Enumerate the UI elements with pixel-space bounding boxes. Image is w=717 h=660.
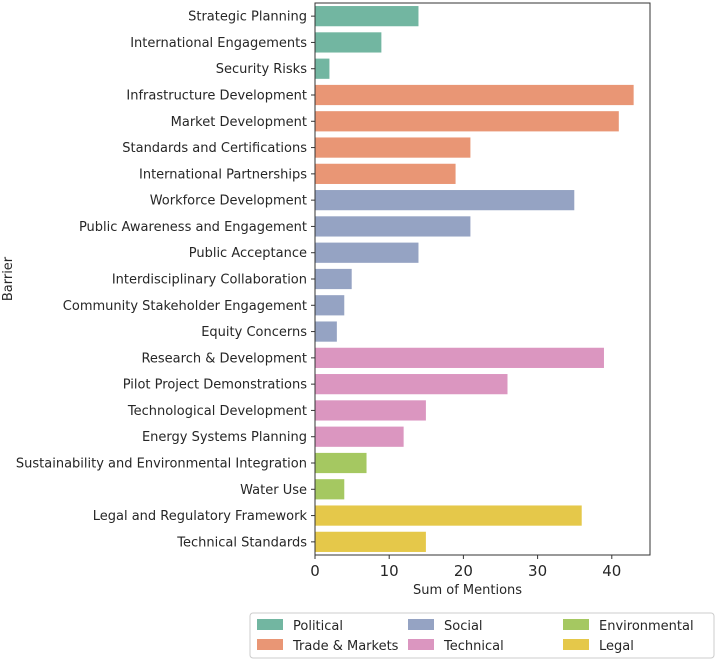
legend-swatch: [408, 639, 434, 650]
y-tick-label: International Engagements: [130, 36, 307, 51]
bar: [314, 452, 368, 474]
bar: [314, 84, 635, 106]
x-tick-label: 40: [602, 562, 621, 580]
y-tick-label: Infrastructure Development: [126, 89, 307, 104]
y-tick-label: Standards and Certifications: [122, 141, 307, 156]
y-tick-label: Strategic Planning: [188, 10, 307, 25]
x-axis-label: Sum of Mentions: [413, 583, 522, 598]
bar: [314, 478, 346, 501]
legend-label: Trade & Markets: [292, 639, 399, 654]
bar: [314, 346, 605, 369]
bar: [314, 241, 420, 264]
legend-label: Legal: [599, 639, 634, 654]
y-tick-label: Security Risks: [216, 62, 307, 77]
legend-label: Technical: [443, 639, 504, 654]
y-tick-label: Public Awareness and Engagement: [79, 220, 307, 235]
bar: [314, 189, 576, 212]
bar: [314, 136, 472, 159]
bar: [314, 399, 427, 422]
legend-swatch: [408, 619, 434, 630]
legend-swatch: [257, 639, 283, 650]
y-tick-label: Sustainability and Environmental Integra…: [16, 457, 307, 472]
x-tick-label: 20: [454, 562, 473, 580]
y-tick-label: Market Development: [171, 115, 307, 130]
y-tick-label: Interdisciplinary Collaboration: [112, 273, 307, 288]
bar: [314, 110, 620, 133]
y-tick-label: Technological Development: [127, 404, 307, 419]
y-tick-label: Public Acceptance: [189, 246, 307, 261]
bar: [314, 294, 346, 317]
bar: [314, 425, 405, 448]
y-tick-label: Pilot Project Demonstrations: [123, 378, 308, 393]
y-tick-label: Workforce Development: [150, 194, 307, 209]
x-tick-label: 0: [310, 562, 320, 580]
bar: [314, 57, 331, 80]
y-tick-label: Research & Development: [141, 351, 307, 366]
legend-label: Environmental: [599, 619, 694, 634]
y-tick-label: Technical Standards: [176, 535, 307, 550]
legend-label: Social: [444, 619, 483, 634]
legend-box: [249, 612, 715, 659]
bar: [314, 268, 353, 290]
bar: [314, 162, 457, 185]
x-tick-label: 10: [380, 562, 399, 580]
y-tick-label: Equity Concerns: [201, 325, 307, 340]
bar: [314, 5, 420, 28]
y-tick-label: International Partnerships: [139, 167, 307, 182]
legend-swatch: [257, 619, 283, 630]
bar: [314, 31, 383, 54]
legend-swatch: [563, 639, 589, 650]
y-tick-label: Community Stakeholder Engagement: [63, 299, 307, 314]
bar: [314, 215, 472, 238]
bar: [314, 320, 338, 343]
y-tick-label: Water Use: [240, 483, 307, 498]
y-tick-label: Energy Systems Planning: [142, 430, 307, 445]
legend-label: Political: [293, 619, 343, 634]
y-tick-label: Legal and Regulatory Framework: [93, 509, 308, 524]
bar: [314, 530, 427, 553]
plot-frame: [314, 2, 651, 556]
x-tick-label: 30: [528, 562, 547, 580]
legend-swatch: [563, 619, 589, 630]
bar: [314, 373, 509, 396]
bar: [314, 504, 583, 527]
y-axis-label: Barrier: [1, 256, 16, 301]
